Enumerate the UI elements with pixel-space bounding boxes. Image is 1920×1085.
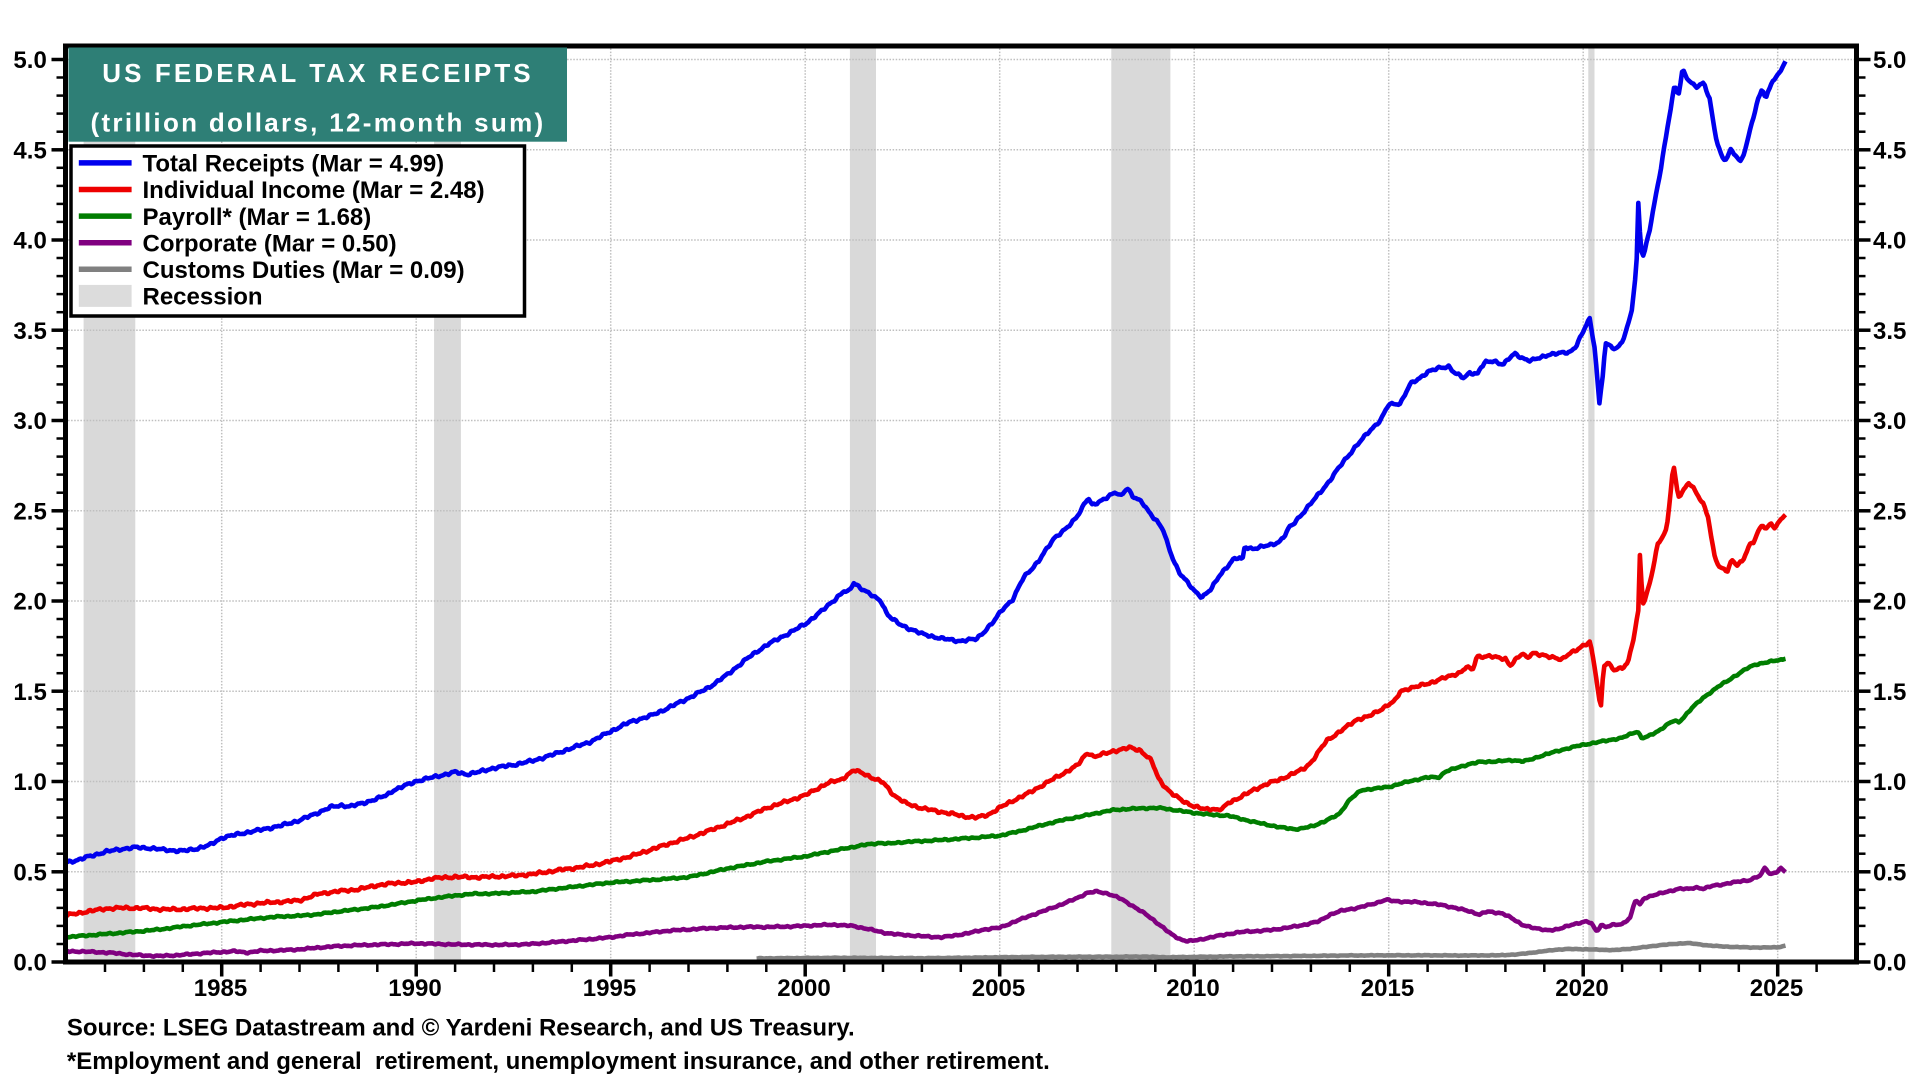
svg-text:Individual Income (Mar = 2.48): Individual Income (Mar = 2.48)	[143, 177, 485, 204]
svg-text:Source: LSEG Datastream and ©: Source: LSEG Datastream and © Yardeni Re…	[67, 1014, 855, 1041]
svg-text:4.5: 4.5	[13, 137, 46, 164]
svg-text:Payroll* (Mar = 1.68): Payroll* (Mar = 1.68)	[143, 204, 372, 231]
svg-text:1.0: 1.0	[13, 769, 46, 796]
svg-text:3.5: 3.5	[13, 318, 46, 345]
svg-text:1995: 1995	[583, 975, 636, 1002]
svg-text:4.0: 4.0	[1873, 228, 1906, 255]
svg-text:0.0: 0.0	[1873, 950, 1906, 977]
svg-text:2005: 2005	[972, 975, 1025, 1002]
svg-text:2.0: 2.0	[1873, 589, 1906, 616]
svg-text:Customs Duties (Mar = 0.09): Customs Duties (Mar = 0.09)	[143, 257, 465, 284]
svg-text:1990: 1990	[388, 975, 441, 1002]
svg-text:2.0: 2.0	[13, 589, 46, 616]
svg-text:0.5: 0.5	[1873, 860, 1906, 887]
svg-text:5.0: 5.0	[1873, 47, 1906, 74]
svg-text:Recession: Recession	[143, 284, 263, 311]
svg-text:3.0: 3.0	[13, 408, 46, 435]
svg-text:1.0: 1.0	[1873, 769, 1906, 796]
svg-text:4.0: 4.0	[13, 228, 46, 255]
svg-text:2020: 2020	[1555, 975, 1608, 1002]
svg-text:2010: 2010	[1166, 975, 1219, 1002]
svg-text:US FEDERAL TAX RECEIPTS: US FEDERAL TAX RECEIPTS	[102, 58, 534, 88]
svg-text:1985: 1985	[194, 975, 247, 1002]
svg-text:2015: 2015	[1361, 975, 1414, 1002]
svg-text:2025: 2025	[1750, 975, 1803, 1002]
svg-text:0.5: 0.5	[13, 860, 46, 887]
svg-text:(trillion dollars, 12-month su: (trillion dollars, 12-month sum)	[91, 108, 546, 138]
svg-text:2000: 2000	[777, 975, 830, 1002]
svg-text:Total Receipts (Mar = 4.99): Total Receipts (Mar = 4.99)	[143, 151, 445, 178]
svg-text:*Employment and general retir: *Employment and general retirement, unem…	[67, 1048, 1050, 1075]
svg-text:2.5: 2.5	[1873, 499, 1906, 526]
svg-text:3.0: 3.0	[1873, 408, 1906, 435]
svg-text:0.0: 0.0	[13, 950, 46, 977]
svg-text:1.5: 1.5	[1873, 679, 1906, 706]
svg-text:Corporate (Mar = 0.50): Corporate (Mar = 0.50)	[143, 230, 397, 257]
svg-text:3.5: 3.5	[1873, 318, 1906, 345]
svg-text:4.5: 4.5	[1873, 137, 1906, 164]
svg-text:2.5: 2.5	[13, 499, 46, 526]
svg-text:1.5: 1.5	[13, 679, 46, 706]
svg-text:5.0: 5.0	[13, 47, 46, 74]
